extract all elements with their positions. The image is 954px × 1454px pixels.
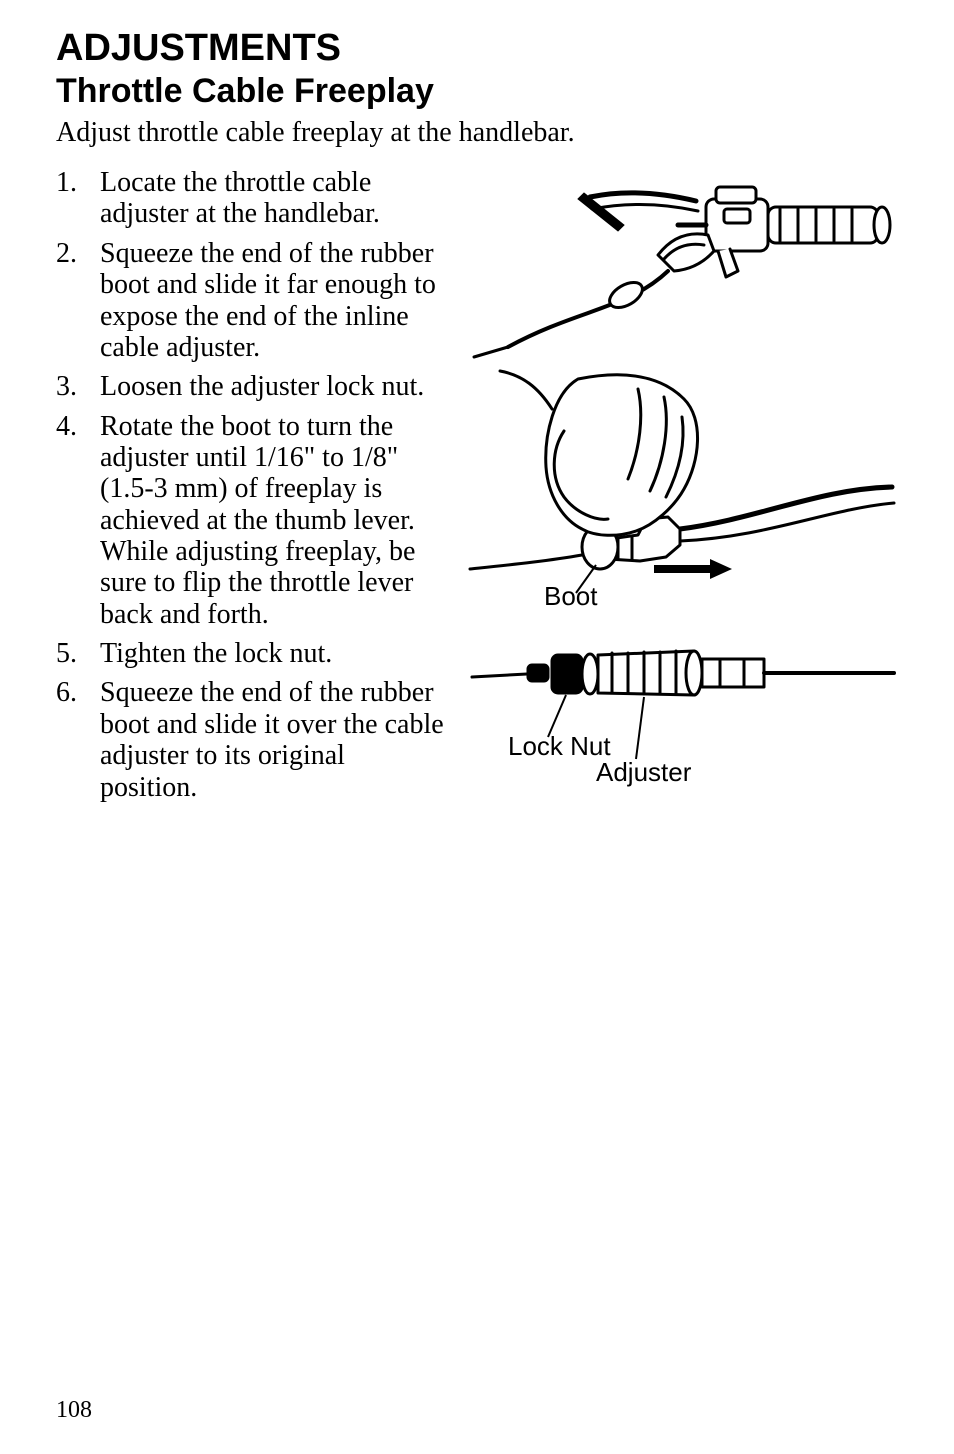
page-number: 108 <box>56 1397 92 1424</box>
steps-list: 1. Locate the throttle cable adjuster at… <box>56 167 444 803</box>
figures-column: Boot <box>468 159 898 809</box>
step-text: Locate the throttle cable adjuster at th… <box>100 167 444 230</box>
list-item: 4. Rotate the boot to turn the adjuster … <box>56 411 444 631</box>
step-number: 2. <box>56 238 100 363</box>
step-number: 6. <box>56 677 100 802</box>
list-item: 2. Squeeze the end of the rubber boot an… <box>56 238 444 363</box>
step-number: 1. <box>56 167 100 230</box>
list-item: 6. Squeeze the end of the rubber boot an… <box>56 677 444 802</box>
list-item: 1. Locate the throttle cable adjuster at… <box>56 167 444 230</box>
heading-adjustments: ADJUSTMENTS <box>56 28 898 70</box>
step-text: Tighten the lock nut. <box>100 638 444 669</box>
page: ADJUSTMENTS Throttle Cable Freeplay Adju… <box>0 0 954 1454</box>
lead-sentence: Adjust throttle cable freeplay at the ha… <box>56 117 898 149</box>
list-item: 5. Tighten the lock nut. <box>56 638 444 669</box>
figure-locknut-adjuster: Lock Nut Adjuster <box>468 619 898 799</box>
step-text: Loosen the adjuster lock nut. <box>100 371 444 402</box>
steps-column: 1. Locate the throttle cable adjuster at… <box>56 159 444 809</box>
step-text: Rotate the boot to turn the adjuster unt… <box>100 411 444 631</box>
hand-boot-icon <box>468 369 898 609</box>
figure-handlebar <box>468 159 898 359</box>
label-boot: Boot <box>544 581 598 612</box>
figure-boot: Boot <box>468 369 898 609</box>
list-item: 3. Loosen the adjuster lock nut. <box>56 371 444 402</box>
step-text: Squeeze the end of the rubber boot and s… <box>100 677 444 802</box>
two-column-layout: 1. Locate the throttle cable adjuster at… <box>56 159 898 809</box>
heading-throttle: Throttle Cable Freeplay <box>56 72 898 111</box>
step-number: 4. <box>56 411 100 631</box>
label-adjuster: Adjuster <box>596 757 691 788</box>
step-number: 5. <box>56 638 100 669</box>
step-text: Squeeze the end of the rubber boot and s… <box>100 238 444 363</box>
handlebar-icon <box>468 159 898 359</box>
step-number: 3. <box>56 371 100 402</box>
